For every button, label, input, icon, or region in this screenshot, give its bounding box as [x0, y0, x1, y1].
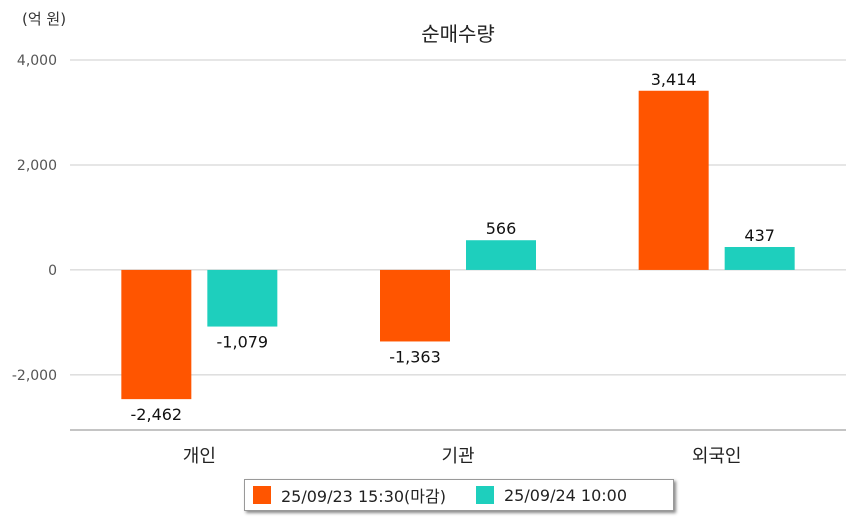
- legend-swatch-series-1: [253, 486, 271, 504]
- data-label: -2,462: [131, 405, 183, 424]
- legend-label-series-2: 25/09/24 10:00: [503, 485, 628, 505]
- x-tick-label: 개인: [183, 446, 216, 467]
- data-label: -1,363: [389, 347, 441, 366]
- bar-1: [380, 269, 450, 342]
- y-tick-label: 2,000: [17, 158, 57, 174]
- x-tick-label: 기관: [441, 446, 474, 467]
- data-label: 566: [486, 219, 517, 238]
- legend-item-series-2[interactable]: 25/09/24 10:00: [475, 485, 628, 505]
- bar-2: [724, 246, 795, 270]
- bar-1: [638, 90, 709, 270]
- x-tick-label: 외국인: [692, 446, 742, 467]
- data-label: 3,414: [651, 70, 697, 89]
- y-tick-label: -2,000: [12, 368, 57, 384]
- legend-label-series-1: 25/09/23 15:30(마감): [281, 487, 446, 506]
- data-label: -1,079: [217, 333, 269, 352]
- y-tick-label: 0: [48, 263, 57, 279]
- data-label: 437: [744, 226, 775, 245]
- bar-1: [121, 269, 192, 400]
- legend: 25/09/23 15:30(마감) 25/09/24 10:00: [244, 479, 674, 511]
- bar-2: [207, 269, 278, 327]
- legend-item-series-1[interactable]: 25/09/23 15:30(마감): [253, 483, 446, 507]
- y-tick-label: 4,000: [17, 53, 57, 69]
- chart-title: 순매수량: [421, 22, 495, 46]
- bar-2: [466, 240, 536, 270]
- unit-label: (억 원): [22, 10, 67, 28]
- legend-swatch-series-2: [475, 486, 494, 504]
